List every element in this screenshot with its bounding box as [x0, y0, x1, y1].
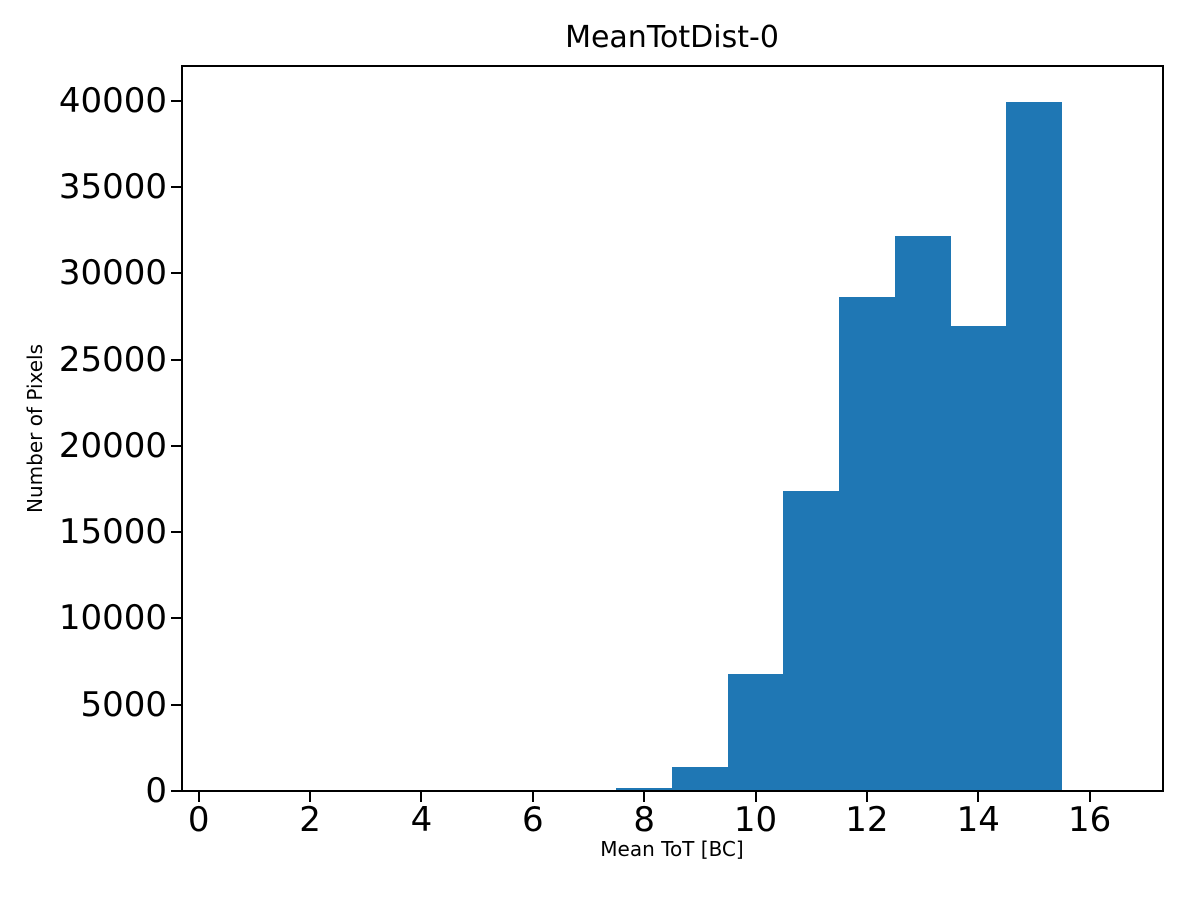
y-tick-mark [171, 703, 181, 706]
y-tick-label: 10000 [58, 598, 167, 639]
y-tick-label: 5000 [80, 684, 167, 725]
histogram-bar [616, 788, 673, 791]
histogram-bar [783, 490, 840, 791]
x-tick-label: 2 [299, 800, 321, 840]
y-tick-label: 0 [145, 771, 167, 811]
x-tick-label: 12 [845, 800, 889, 840]
y-tick-mark [171, 531, 181, 534]
y-tick-mark [171, 272, 181, 275]
x-tick-mark [754, 792, 757, 802]
x-tick-label: 10 [733, 800, 778, 840]
y-tick-label: 15000 [58, 512, 167, 553]
y-tick-mark [171, 358, 181, 361]
x-axis-label: Mean ToT [BC] [600, 837, 744, 861]
histogram-bar [839, 297, 896, 791]
x-tick-label: 14 [956, 800, 1000, 840]
histogram-bar [672, 766, 729, 791]
y-tick-label: 40000 [58, 80, 167, 121]
x-tick-label: 16 [1067, 800, 1112, 840]
y-tick-label: 25000 [58, 339, 167, 380]
histogram-bar [894, 236, 951, 791]
histogram-bar [727, 673, 784, 791]
x-tick-mark [309, 792, 312, 802]
plot-area [181, 65, 1164, 792]
y-tick-mark [171, 185, 181, 188]
x-tick-mark [1088, 792, 1091, 802]
y-tick-mark [171, 617, 181, 620]
y-axis-label: Number of Pixels [23, 343, 47, 513]
x-tick-label: 8 [633, 800, 656, 840]
x-tick-mark [197, 792, 200, 802]
y-tick-mark [171, 99, 181, 102]
x-tick-mark [531, 792, 534, 802]
y-tick-mark [171, 790, 181, 792]
x-tick-label: 0 [187, 800, 210, 840]
x-tick-mark [977, 792, 980, 802]
histogram-bar [950, 325, 1007, 791]
x-tick-mark [865, 792, 868, 802]
x-tick-mark [420, 792, 423, 802]
y-tick-label: 30000 [58, 253, 167, 294]
y-tick-mark [171, 444, 181, 447]
x-tick-label: 6 [521, 800, 544, 840]
histogram-bar [1006, 101, 1063, 791]
x-tick-label: 4 [410, 800, 433, 840]
x-tick-mark [643, 792, 646, 802]
chart-title: MeanTotDist-0 [565, 20, 779, 55]
y-tick-label: 20000 [58, 425, 167, 466]
y-tick-label: 35000 [58, 166, 167, 207]
